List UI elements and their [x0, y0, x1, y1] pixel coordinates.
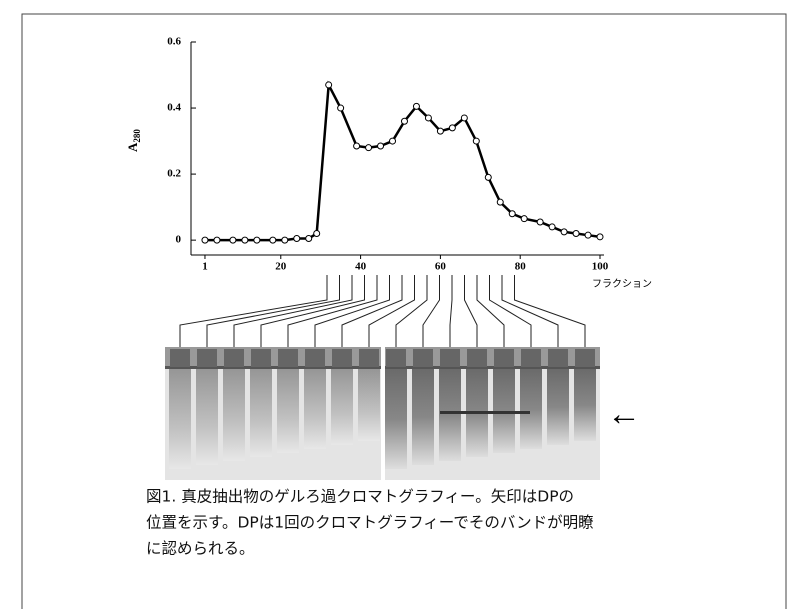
gel-smear	[277, 369, 299, 453]
data-point	[202, 237, 208, 243]
data-point	[585, 232, 591, 238]
gel-lane	[494, 349, 514, 367]
data-point	[437, 128, 443, 134]
x-tick-label: 20	[275, 261, 287, 273]
x-tick-label: 100	[592, 261, 609, 273]
data-point	[338, 105, 344, 111]
connector	[396, 275, 427, 347]
data-point	[449, 125, 455, 131]
y-tick-label: 0.6	[167, 36, 181, 48]
caption-line: 図1. 真皮抽出物のゲルろ過クロマトグラフィー。矢印はDPの	[146, 488, 574, 506]
x-axis-label: フラクション	[592, 278, 652, 290]
gel-smear	[196, 369, 218, 465]
data-point	[230, 237, 236, 243]
data-point	[294, 235, 300, 241]
gel-smear	[169, 369, 191, 469]
x-tick-label: 80	[515, 261, 527, 273]
connector	[261, 275, 365, 347]
gel-smear	[358, 369, 380, 441]
gel-smear	[304, 369, 326, 449]
data-point	[366, 145, 372, 151]
gel-lane	[251, 349, 271, 367]
data-point	[461, 115, 467, 121]
data-line	[205, 85, 600, 240]
data-point	[537, 219, 543, 225]
connector	[465, 275, 478, 347]
gel-lane	[359, 349, 379, 367]
gel-lane	[170, 349, 190, 367]
connector	[490, 275, 532, 347]
gel-smear	[385, 369, 407, 469]
gel-lane	[278, 349, 298, 367]
data-point	[597, 234, 603, 240]
data-point	[390, 138, 396, 144]
caption-line: 位置を示す。DPは1回のクロマトグラフィーでそのバンドが明瞭	[146, 514, 594, 532]
data-point	[326, 82, 332, 88]
arrow: ←	[607, 396, 641, 433]
data-point	[378, 143, 384, 149]
figure: ← A280 フラクション 図1. 真皮抽出物のゲルろ過クロマトグラフィー。矢印…	[0, 0, 807, 609]
caption-line: に認められる。	[146, 540, 255, 558]
gel-smear	[547, 369, 569, 445]
gel-lane	[386, 349, 406, 367]
data-point	[573, 231, 579, 237]
lane-connectors	[180, 275, 585, 347]
connector	[477, 275, 504, 347]
gel-smear	[331, 369, 353, 445]
data-point	[509, 211, 515, 217]
x-tick-label: 1	[202, 261, 208, 273]
gel-lane	[548, 349, 568, 367]
connector	[515, 275, 586, 347]
gel-smear	[574, 369, 596, 441]
y-label-sub: 280	[132, 129, 142, 143]
data-point	[270, 237, 276, 243]
y-tick-label: 0.4	[167, 102, 181, 114]
connector	[342, 275, 402, 347]
gel-lane	[521, 349, 541, 367]
y-tick-label: 0	[176, 234, 182, 246]
data-point	[425, 115, 431, 121]
data-point	[314, 231, 320, 237]
connector	[450, 275, 452, 347]
gel-smear	[412, 369, 434, 465]
gel-lane	[467, 349, 487, 367]
gel-image	[165, 347, 600, 480]
gel-smear	[250, 369, 272, 457]
gel-lane	[332, 349, 352, 367]
data-point	[549, 224, 555, 230]
connector	[180, 275, 327, 347]
gel-lane	[305, 349, 325, 367]
gel-smear	[439, 369, 461, 461]
data-point	[561, 229, 567, 235]
page: ← A280 フラクション 図1. 真皮抽出物のゲルろ過クロマトグラフィー。矢印…	[0, 0, 807, 609]
data-point	[306, 235, 312, 241]
gel-smear	[520, 369, 542, 449]
data-point	[354, 143, 360, 149]
gel-lane	[413, 349, 433, 367]
data-point	[214, 237, 220, 243]
data-point	[401, 118, 407, 124]
gel-smear	[223, 369, 245, 461]
gel-lane	[197, 349, 217, 367]
data-point	[413, 103, 419, 109]
connector	[502, 275, 558, 347]
data-point	[485, 174, 491, 180]
connector	[423, 275, 440, 347]
gel-lane	[440, 349, 460, 367]
data-point	[473, 138, 479, 144]
data-point	[242, 237, 248, 243]
gel-lane	[575, 349, 595, 367]
x-tick-label: 60	[435, 261, 447, 273]
y-axis-label: A280	[125, 129, 142, 152]
data-point	[521, 216, 527, 222]
data-point	[254, 237, 260, 243]
x-tick-label: 40	[355, 261, 367, 273]
data-point	[497, 199, 503, 205]
gel-band	[440, 411, 530, 414]
gel-lane	[224, 349, 244, 367]
y-tick-label: 0.2	[167, 168, 181, 180]
connector	[234, 275, 352, 347]
data-point	[282, 237, 288, 243]
